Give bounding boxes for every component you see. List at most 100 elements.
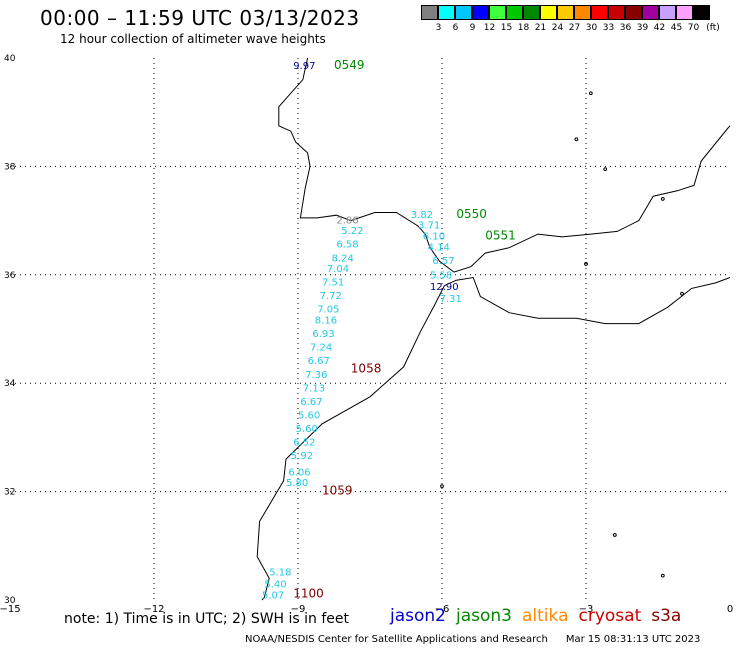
coastline-segment <box>278 57 731 273</box>
lat-tick-label: 32 <box>4 488 15 498</box>
color-scale-unit: (ft) <box>706 23 720 33</box>
wave-height-value: 6.93 <box>312 329 334 340</box>
color-scale-cell <box>591 5 608 20</box>
lat-tick-label: 30 <box>4 596 16 606</box>
coast-islet <box>574 137 579 142</box>
wave-height-value: 5.07 <box>262 590 284 601</box>
color-scale-cell <box>472 5 489 20</box>
wave-height-value: 7.31 <box>440 294 462 305</box>
pass-label: 0551 <box>485 229 516 243</box>
coast-islet <box>440 484 444 489</box>
map-subtitle: 12 hour collection of altimeter wave hei… <box>60 32 326 46</box>
color-scale-cell <box>557 5 574 20</box>
color-scale-cell <box>540 5 557 20</box>
lon-tick-label: −6 <box>435 604 450 615</box>
footer-note: note: 1) Time is in UTC; 2) SWH is in fe… <box>64 611 350 627</box>
lat-tick-label: 38 <box>4 162 16 172</box>
lon-tick-label: −15 <box>0 604 21 615</box>
lon-tick-label: −3 <box>579 604 594 615</box>
satellite-legend-item: jason2 <box>390 606 446 626</box>
wave-height-value: 5.40 <box>264 580 286 591</box>
wave-height-value: 2.86 <box>336 215 358 226</box>
color-scale-cell <box>625 5 642 20</box>
wave-height-value: 7.72 <box>320 291 342 302</box>
coast-islet <box>603 167 608 172</box>
color-scale-label: 3 <box>435 23 442 33</box>
color-scale-cell <box>642 5 659 20</box>
wave-height-value: 7.24 <box>310 343 332 354</box>
coast-islet <box>680 291 684 296</box>
wave-height-value: 6.58 <box>336 240 358 251</box>
lat-tick-label: 34 <box>4 379 16 389</box>
color-scale-label: 12 <box>483 23 496 33</box>
wave-height-value: 7.36 <box>305 370 327 381</box>
wave-height-value: 3.71 <box>418 221 440 232</box>
map-title: 00:00 – 11:59 UTC 03/13/2023 <box>40 6 360 30</box>
coast-islet <box>660 573 665 578</box>
color-scale-cell <box>489 5 506 20</box>
lon-tick-label: −12 <box>143 604 164 615</box>
satellite-legend-item: jason3 <box>456 606 512 626</box>
coast-islet <box>660 197 665 201</box>
wave-height-value: 8.16 <box>315 316 337 327</box>
wave-height-value: 7.04 <box>327 264 349 275</box>
pass-label: 0550 <box>456 207 487 221</box>
wave-height-value: 5.18 <box>269 568 291 579</box>
lat-lon-grid <box>10 58 730 600</box>
coast-islet <box>612 533 617 537</box>
color-scale-label: 39 <box>636 23 649 33</box>
wave-height-value: 6.57 <box>432 256 454 267</box>
color-scale-label: 24 <box>551 23 564 33</box>
color-scale-label: 9 <box>469 23 476 33</box>
color-scale-label: 27 <box>568 23 581 33</box>
color-scale-cell <box>608 5 625 20</box>
color-scale-label: 30 <box>585 23 598 33</box>
color-scale-label: 18 <box>517 23 530 33</box>
coastline-segment <box>444 276 731 325</box>
lat-tick-label: 36 <box>4 271 16 281</box>
axis-tick-labels: −15 −12 −9 −6 −3 0 30 32 34 36 38 40 <box>0 54 733 615</box>
satellite-legend-item: cryosat <box>578 606 642 626</box>
satellite-legend-item: altika <box>522 606 569 626</box>
wave-height-value: 3.82 <box>411 210 433 221</box>
color-scale-cell <box>455 5 472 20</box>
wave-height-value: 6.52 <box>293 438 315 449</box>
wave-height-value: 4.14 <box>428 242 450 253</box>
coast-islet <box>588 91 593 96</box>
color-scale-cell <box>676 5 693 20</box>
lat-tick-label: 40 <box>4 54 16 64</box>
wave-height-value: 5.92 <box>291 451 313 462</box>
wave-height-value: 7.05 <box>317 305 339 316</box>
color-scale-cell <box>574 5 591 20</box>
credit-line: NOAA/NESDIS Center for Satellite Applica… <box>245 634 700 645</box>
satellite-legend: jason2 jason3 altika cryosat s3a <box>390 606 691 626</box>
wave-height-value: 5.58 <box>430 271 452 282</box>
color-scale-label: 36 <box>619 23 632 33</box>
color-scale-cell <box>421 5 438 20</box>
color-scale-label: 45 <box>670 23 683 33</box>
wave-height-value: 12.90 <box>430 282 459 293</box>
pass-label: 1100 <box>293 586 324 600</box>
wave-height-value: 5.60 <box>298 410 320 421</box>
wave-height-value: 5.22 <box>341 226 363 237</box>
wave-height-value: 6.67 <box>300 397 322 408</box>
wave-height-value: 7.13 <box>303 383 325 394</box>
color-scale-label: 21 <box>534 23 547 33</box>
wave-height-value: 6.10 <box>423 232 445 243</box>
wave-height-value: 9.97 <box>293 61 315 72</box>
lon-tick-label: 0 <box>727 604 733 615</box>
wave-height-value: 7.51 <box>322 278 344 289</box>
color-scale-label: 33 <box>602 23 615 33</box>
pass-label: 1059 <box>322 483 353 497</box>
wave-height-labels: 9.97 2.865.22 6.58 8.247.04 7.51 7.72 7.058.16… <box>262 58 516 602</box>
color-scale-cell <box>438 5 455 20</box>
coastline-segment <box>256 285 445 601</box>
lon-tick-label: −9 <box>291 604 306 615</box>
pass-label: 0549 <box>334 58 365 72</box>
credit-text: NOAA/NESDIS Center for Satellite Applica… <box>245 634 548 645</box>
wave-height-value: 5.80 <box>286 478 308 489</box>
coastline <box>256 57 731 601</box>
wave-height-value: 5.60 <box>296 424 318 435</box>
color-scale-label: 6 <box>452 23 459 33</box>
